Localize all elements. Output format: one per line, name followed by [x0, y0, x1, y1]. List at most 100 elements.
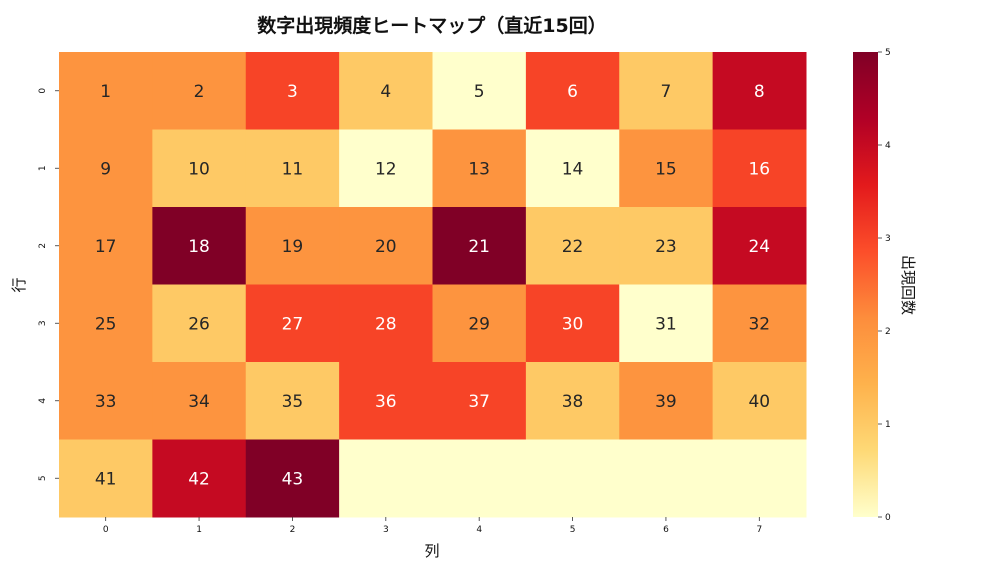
- heatmap-cell: [619, 362, 714, 440]
- cell-value-label: 33: [95, 392, 117, 412]
- cell-value-label: 9: [100, 159, 111, 179]
- heatmap-cell: [152, 129, 247, 208]
- cell-value-label: 30: [562, 314, 584, 334]
- cell-value-label: 24: [748, 237, 770, 257]
- y-tick-label: 3: [38, 320, 48, 326]
- x-tick-label: 3: [383, 525, 389, 535]
- cell-value-label: 23: [655, 237, 677, 257]
- heatmap-cell: [525, 284, 620, 363]
- cell-value-label: 35: [282, 392, 304, 412]
- heatmap-cell: [152, 439, 247, 518]
- heatmap-cell: [59, 207, 153, 285]
- cell-value-label: 36: [375, 392, 397, 412]
- cell-value-label: 27: [282, 314, 304, 334]
- cell-value-label: 41: [95, 469, 117, 489]
- heatmap-cell: [619, 284, 714, 363]
- heatmap-cell: [712, 284, 807, 363]
- x-axis-label: 列: [424, 542, 439, 560]
- cell-value-label: 15: [655, 159, 677, 179]
- heatmap-cell: [525, 129, 620, 208]
- heatmap-cell: [152, 52, 247, 130]
- cell-value-label: 12: [375, 159, 397, 179]
- cell-value-label: 37: [468, 392, 490, 412]
- heatmap-cell: [339, 129, 433, 208]
- cell-value-label: 29: [468, 314, 490, 334]
- cell-value-label: 26: [188, 314, 210, 334]
- x-tick-label: 6: [663, 525, 669, 535]
- cell-value-label: 11: [282, 159, 304, 179]
- x-axis-ticks: 0 1 2 3 4 5 6 7: [103, 517, 762, 535]
- cell-value-label: 22: [562, 237, 584, 257]
- cell-value-label: 28: [375, 314, 397, 334]
- y-tick-label: 1: [38, 165, 48, 171]
- cell-value-label: 34: [188, 392, 210, 412]
- colorbar-tick-label: 5: [885, 48, 891, 58]
- heatmap-cell: [245, 362, 340, 440]
- colorbar-tick-label: 0: [885, 513, 891, 523]
- colorbar: [853, 52, 878, 517]
- cell-value-label: 6: [567, 82, 578, 102]
- heatmap-cell: [619, 52, 714, 130]
- heatmap-cell: [432, 129, 527, 208]
- heatmap-cell: [712, 52, 807, 130]
- heatmap-cell: [525, 439, 620, 518]
- heatmap-cell: [59, 52, 153, 130]
- heatmap-cell: [339, 207, 433, 285]
- heatmap-cell: [245, 207, 340, 285]
- heatmap-cell: [59, 129, 153, 208]
- heatmap-cell: [712, 129, 807, 208]
- heatmap-cell: [339, 362, 433, 440]
- heatmap-cell: [245, 284, 340, 363]
- cell-value-label: 21: [468, 237, 490, 257]
- heatmap-cell: [59, 284, 153, 363]
- heatmap-cell: [152, 207, 247, 285]
- cell-value-label: 19: [282, 237, 304, 257]
- heatmap-cell: [432, 439, 527, 518]
- heatmap-cell: [432, 207, 527, 285]
- x-tick-label: 4: [476, 525, 482, 535]
- x-tick-label: 7: [756, 525, 762, 535]
- cell-value-label: 13: [468, 159, 490, 179]
- heatmap-cell: [339, 284, 433, 363]
- cell-value-label: 1: [100, 82, 111, 102]
- heatmap-cell: [339, 439, 433, 518]
- heatmap-cell: [59, 362, 153, 440]
- cell-value-label: 18: [188, 237, 210, 257]
- cell-value-label: 2: [194, 82, 205, 102]
- heatmap-cell: [245, 439, 340, 518]
- cell-value-label: 16: [748, 159, 770, 179]
- colorbar-tick-label: 1: [885, 420, 891, 430]
- heatmap-cell: [245, 52, 340, 130]
- heatmap-cell: [525, 207, 620, 285]
- cell-value-label: 42: [188, 469, 210, 489]
- cell-value-label: 25: [95, 314, 117, 334]
- x-tick-label: 5: [570, 525, 576, 535]
- cell-value-label: 40: [748, 392, 770, 412]
- cell-value-label: 3: [287, 82, 298, 102]
- heatmap-cell: [525, 52, 620, 130]
- y-tick-label: 2: [38, 243, 48, 249]
- heatmap-cell: [432, 284, 527, 363]
- heatmap-cell: [712, 439, 807, 518]
- cell-value-label: 32: [748, 314, 770, 334]
- cell-value-label: 10: [188, 159, 210, 179]
- heatmap-cell: [619, 129, 714, 208]
- heatmap-cell: [619, 439, 714, 518]
- heatmap-cell: [339, 52, 433, 130]
- heatmap-cell: [432, 52, 527, 130]
- heatmap-cell: [712, 207, 807, 285]
- colorbar-tick-label: 2: [885, 327, 891, 337]
- x-tick-label: 2: [290, 525, 296, 535]
- heatmap-cell: [152, 362, 247, 440]
- heatmap-cell: [712, 362, 807, 440]
- x-tick-label: 0: [103, 525, 109, 535]
- cell-value-label: 39: [655, 392, 677, 412]
- cell-value-label: 38: [562, 392, 584, 412]
- heatmap-cell: [59, 439, 153, 518]
- heatmap-cell: [525, 362, 620, 440]
- cell-value-label: 31: [655, 314, 677, 334]
- colorbar-tick-label: 4: [885, 141, 891, 151]
- colorbar-ticks: 0 1 2 3 4 5: [878, 48, 891, 523]
